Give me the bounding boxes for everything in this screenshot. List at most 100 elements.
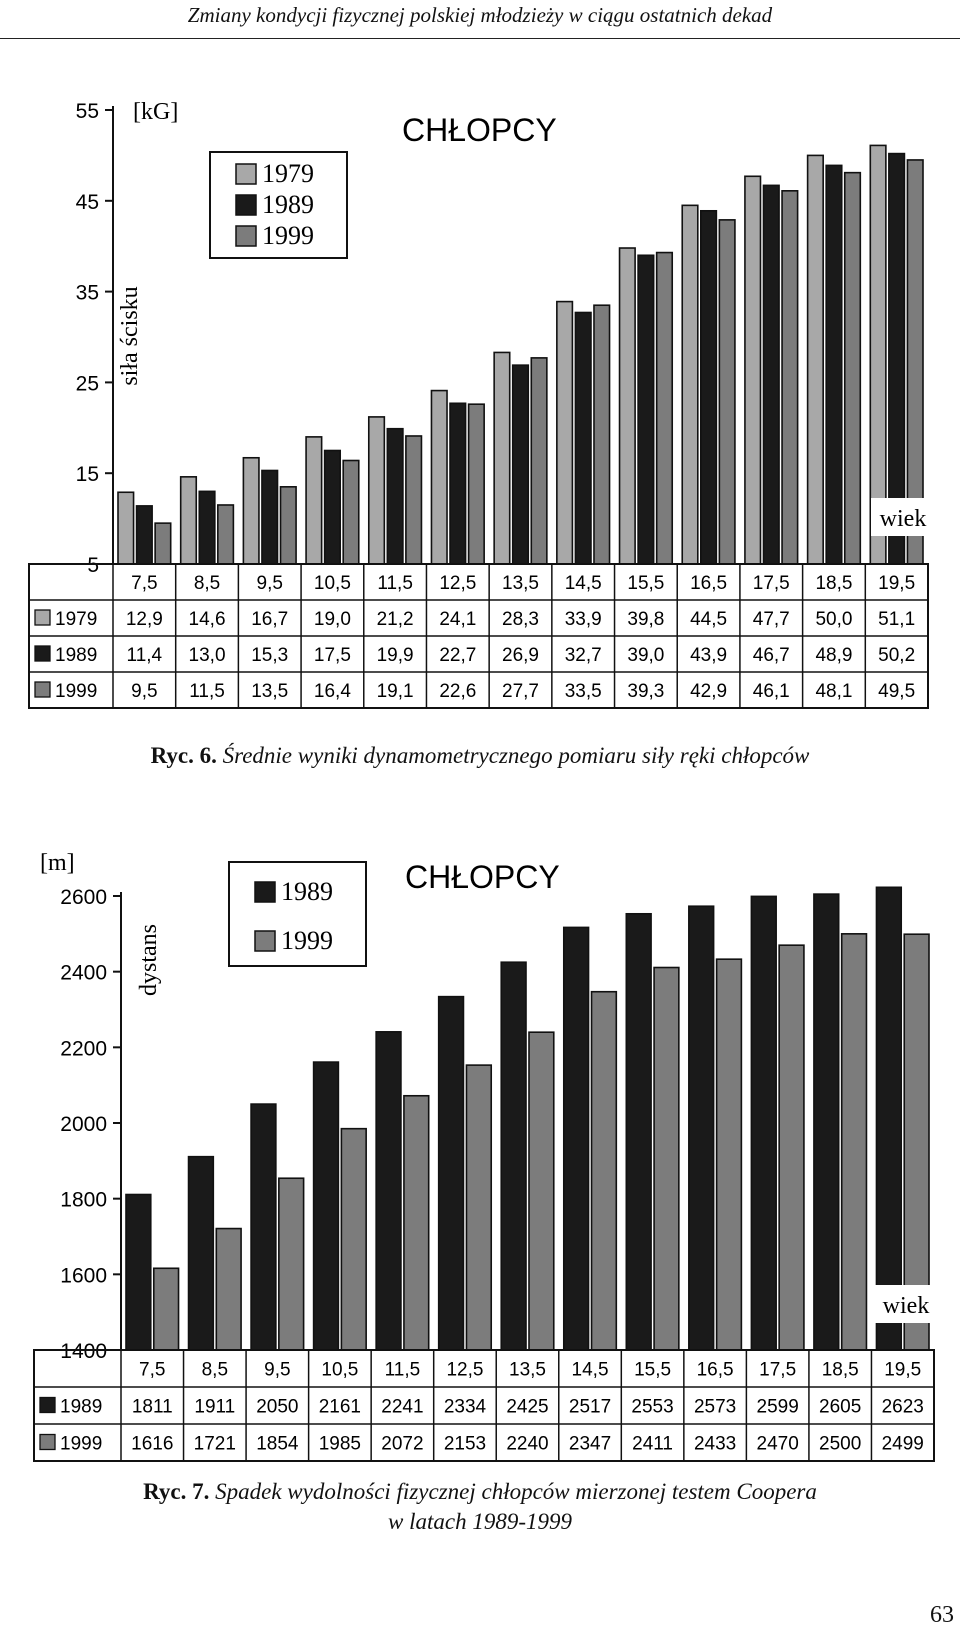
fig7-table-cell: 2334 [444, 1397, 487, 1418]
fig6-table-cell: 24,1 [439, 609, 476, 630]
fig7-y-axis-title: dystans [136, 924, 162, 996]
fig6-table-cell: 19,1 [377, 681, 414, 702]
fig6-y-tick-label: 55 [76, 100, 99, 123]
fig7-table-age-label: 8,5 [202, 1360, 228, 1381]
fig6-legend-label-1979: 1979 [262, 159, 314, 188]
fig6-table-cell: 51,1 [878, 609, 915, 630]
fig6-table-cell: 28,3 [502, 609, 539, 630]
fig7-legend-box [228, 861, 367, 967]
fig6-y-tick-label: 35 [76, 282, 99, 305]
fig6-table-cell: 27,7 [502, 681, 539, 702]
fig7-y-tick-label: 2000 [60, 1113, 107, 1136]
fig6-table-age-label: 8,5 [194, 573, 220, 594]
fig7-bar-1999 [528, 1031, 555, 1351]
figure-6-caption: Ryc. 6. Średnie wyniki dynamometrycznego… [0, 741, 960, 771]
fig6-table-cell: 22,6 [439, 681, 476, 702]
fig6-table-cell: 14,6 [189, 609, 226, 630]
fig7-bar-1989 [375, 1031, 402, 1351]
fig7-table-cell: 2161 [319, 1397, 361, 1418]
fig6-table-cell: 26,9 [502, 645, 539, 666]
fig6-table-cell: 16,4 [314, 681, 351, 702]
fig6-table-age-label: 9,5 [257, 573, 283, 594]
fig7-bar-1989 [500, 961, 527, 1351]
fig7-y-tick-label: 1600 [60, 1264, 107, 1287]
fig7-bar-1989 [875, 886, 903, 1351]
fig7-chart-title: CHŁOPCY [405, 859, 560, 895]
fig6-table-age-label: 11,5 [377, 573, 413, 594]
fig7-legend-label-1989: 1989 [281, 877, 333, 906]
fig6-chart-title: CHŁOPCY [402, 112, 557, 148]
fig7-bar-1999 [340, 1127, 367, 1351]
fig7-table-cell: 2072 [381, 1434, 423, 1455]
fig7-table-cell: 1721 [194, 1434, 236, 1455]
fig7-y-tick-label: 2600 [60, 886, 107, 909]
fig6-table-row-label-1979: 1979 [55, 609, 97, 630]
fig7-bar-1989 [562, 926, 590, 1351]
fig7-table-cell: 2425 [506, 1397, 548, 1418]
fig6-unit-label: [kG] [133, 99, 178, 125]
fig7-y-tick-label: 2400 [60, 962, 107, 985]
figure-6-caption-label: Ryc. 6. [150, 743, 217, 768]
fig7-table-swatch-1989 [39, 1396, 56, 1414]
fig7-table-cell: 2573 [694, 1397, 736, 1418]
fig6-table-cell: 50,2 [878, 645, 915, 666]
fig7-table-cell: 1854 [256, 1434, 299, 1455]
fig7-bar-1999 [715, 958, 743, 1351]
fig7-table-age-label: 14,5 [572, 1360, 609, 1381]
fig6-y-tick-label: 45 [76, 191, 99, 214]
fig6-table-cell: 15,3 [251, 645, 288, 666]
fig7-bar-1999 [653, 966, 680, 1351]
fig7-table-cell: 2240 [506, 1434, 548, 1455]
fig7-table-age-label: 18,5 [822, 1360, 859, 1381]
fig7-y-tick-label: 2200 [60, 1037, 107, 1060]
fig6-x-axis-title-box [871, 498, 935, 536]
fig6-table-cell: 32,7 [565, 645, 602, 666]
fig6-table-swatch-1979 [34, 609, 51, 626]
fig6-table-cell: 46,1 [753, 681, 790, 702]
fig7-table-cell: 2553 [631, 1397, 673, 1418]
fig7-bar-1989 [125, 1193, 152, 1351]
fig7-table-cell: 2241 [381, 1397, 423, 1418]
fig6-y-tick-label: 15 [76, 463, 99, 486]
fig6-table-cell: 39,0 [627, 645, 664, 666]
fig7-table-cell: 2411 [632, 1434, 673, 1455]
fig6-x-axis-title: wiek [880, 506, 927, 532]
figure-7-chart: 1400 1600 1800 2000 2200 2400 2600 [m] dystans CH… [33, 850, 935, 1462]
figure-7-caption-line1: Spadek wydolności fizycznej chłopców mie… [215, 1479, 817, 1504]
fig7-x-axis-title: wiek [883, 1293, 930, 1319]
fig7-bar-1999 [903, 933, 930, 1351]
fig6-table-cell: 39,3 [627, 681, 664, 702]
fig7-table-row-label-1999: 1999 [60, 1434, 102, 1455]
fig7-table-age-label: 10,5 [321, 1360, 358, 1381]
fig7-table-cell: 1811 [132, 1397, 173, 1418]
fig7-table-swatch-1999 [39, 1433, 56, 1451]
fig6-table-age-label: 13,5 [502, 573, 539, 594]
fig7-bar-1999 [465, 1064, 493, 1351]
fig7-bar-1999 [278, 1177, 305, 1351]
fig6-legend-box [209, 151, 348, 259]
fig6-table-cell: 13,5 [251, 681, 288, 702]
fig7-table-age-label: 11,5 [385, 1360, 421, 1381]
fig6-table-age-label: 14,5 [565, 573, 602, 594]
fig7-table-age-label: 12,5 [446, 1360, 483, 1381]
fig7-table-cell: 2599 [757, 1397, 799, 1418]
fig6-table-cell: 39,8 [627, 609, 664, 630]
fig7-table-cell: 2347 [569, 1434, 611, 1455]
fig6-table-cell: 48,9 [815, 645, 852, 666]
fig6-table-age-label: 10,5 [314, 573, 351, 594]
fig7-table-cell: 2500 [819, 1434, 861, 1455]
fig6-y-tick-label: 25 [76, 372, 99, 395]
fig7-y-tick-label: 1400 [60, 1340, 107, 1363]
fig6-table-cell: 19,0 [314, 609, 351, 630]
fig7-table-cell: 1985 [319, 1434, 361, 1455]
fig7-legend-label-1999: 1999 [281, 926, 333, 955]
fig7-table-cell: 2050 [256, 1397, 298, 1418]
fig7-bar-1989 [437, 995, 465, 1351]
fig6-table-cell: 9,5 [131, 681, 157, 702]
fig7-bar-1999 [152, 1267, 180, 1351]
fig7-legend-swatch-1999 [254, 930, 276, 952]
fig7-table-age-label: 9,5 [264, 1360, 290, 1381]
fig7-bar-1999 [403, 1094, 430, 1351]
fig6-legend-swatch-1999 [235, 225, 257, 247]
